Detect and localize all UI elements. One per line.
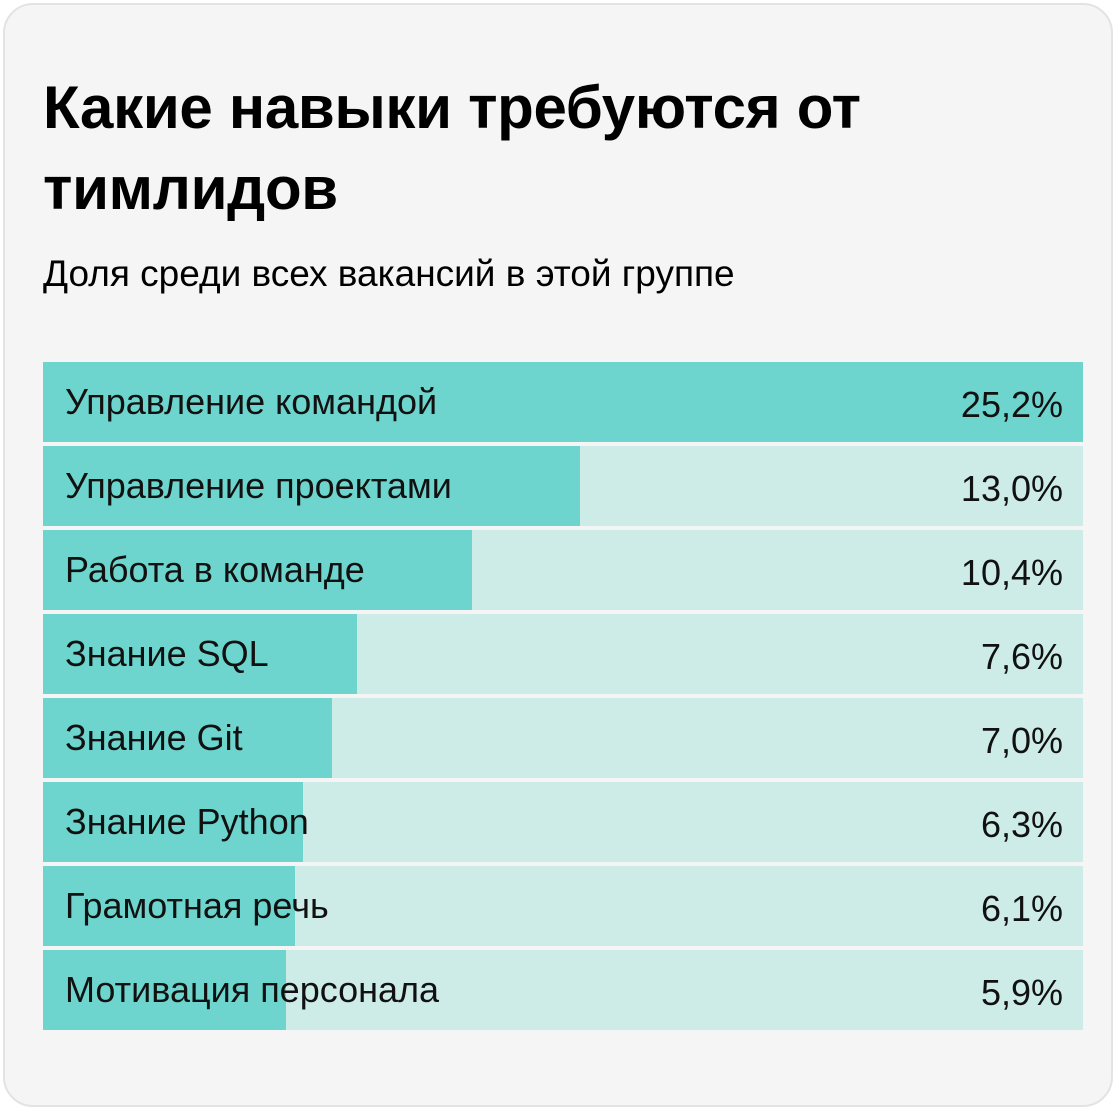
bar-label: Знание SQL [65, 633, 269, 674]
bar-label: Управление командой [65, 381, 438, 422]
bar [43, 950, 286, 1030]
bar [43, 782, 303, 862]
bar-value-label: 7,6% [980, 636, 1063, 677]
bar [43, 530, 472, 610]
bar-chart: Управление командой 25,2% Управление проек… [43, 362, 1083, 1038]
chart-card: Какие навыки требуются от тимлидов Доля … [3, 3, 1113, 1107]
bar-value-label: 5,9% [980, 972, 1063, 1013]
chart-subtitle: Доля среди всех вакансий в этой группе [43, 253, 735, 294]
bar [43, 362, 1083, 442]
bar-label: Знание Git [65, 717, 243, 758]
bar-row: Управление проектами 13,0% [43, 446, 1083, 526]
bar-label: Управление проектами [65, 465, 452, 506]
bar-row: Работа в команде 10,4% [43, 530, 1083, 610]
bar-value-label: 10,4% [960, 552, 1063, 593]
bar-value-label: 6,3% [980, 804, 1063, 845]
bar [43, 866, 295, 946]
bar-row: Управление командой 25,2% [43, 362, 1083, 442]
bar-label: Грамотная речь [65, 885, 329, 926]
chart-title: Какие навыки требуются от тимлидов [43, 74, 861, 222]
bar [43, 614, 357, 694]
bar-label: Работа в команде [65, 549, 365, 590]
bar-value-label: 25,2% [960, 384, 1063, 425]
bar-row: Мотивация персонала 5,9% [43, 950, 1083, 1030]
bar-row: Знание Git 7,0% [43, 698, 1083, 778]
bar-value-label: 13,0% [960, 468, 1063, 509]
bar-row: Знание SQL 7,6% [43, 614, 1083, 694]
bar [43, 446, 580, 526]
bar-row: Грамотная речь 6,1% [43, 866, 1083, 946]
bar-value-label: 7,0% [980, 720, 1063, 761]
bar-label: Знание Python [65, 801, 309, 842]
bar-value-label: 6,1% [980, 888, 1063, 929]
bar [43, 698, 332, 778]
bar-row: Знание Python 6,3% [43, 782, 1083, 862]
bar-label: Мотивация персонала [65, 969, 440, 1010]
